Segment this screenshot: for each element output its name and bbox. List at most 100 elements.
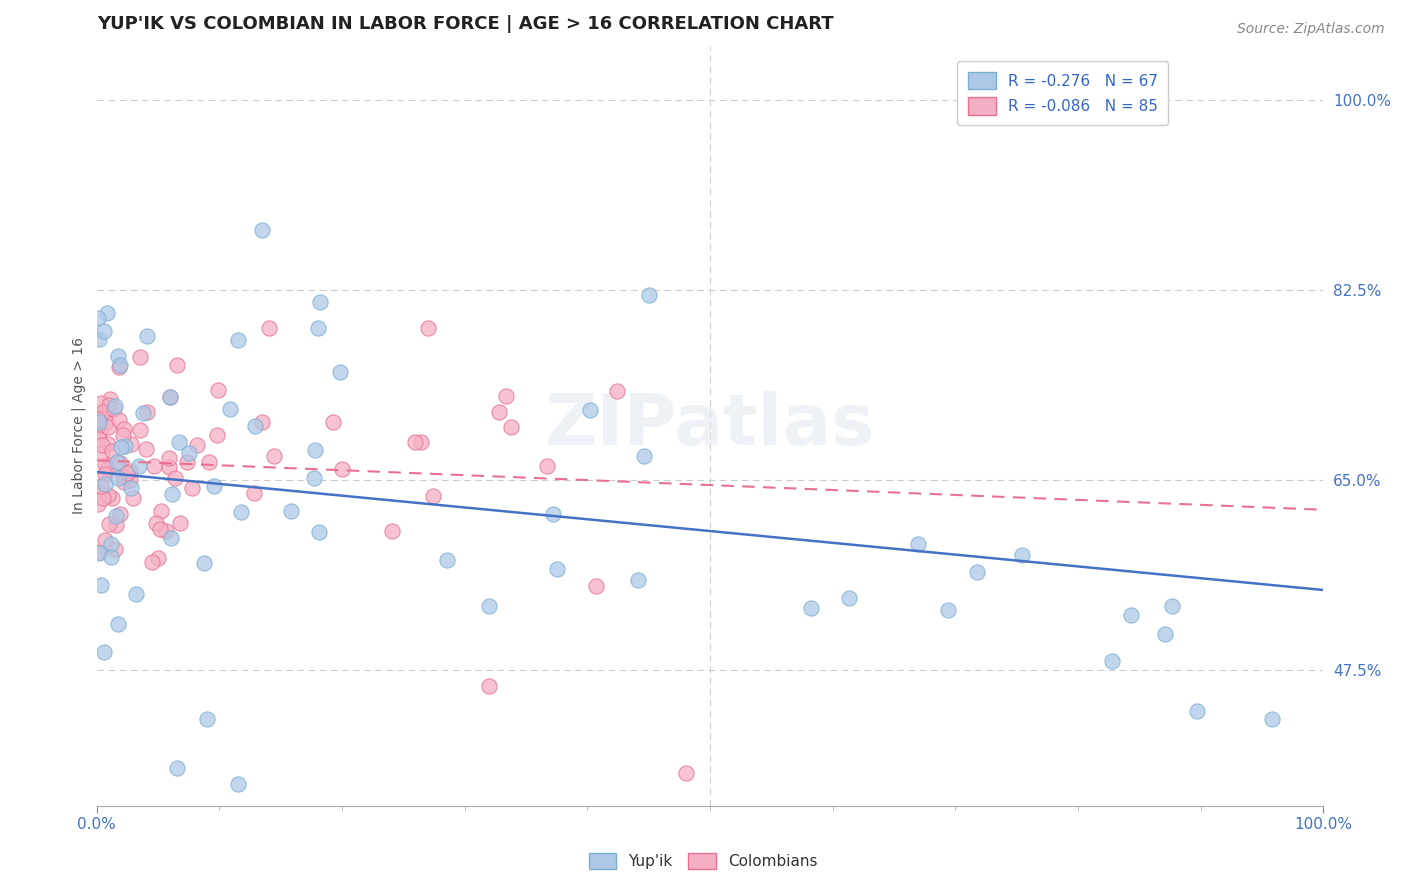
Point <box>87 411 110 425</box>
Point <box>205 428 228 442</box>
Point <box>125 587 148 601</box>
Point <box>108 507 131 521</box>
Point <box>1119 607 1142 622</box>
Point <box>157 459 180 474</box>
Point <box>93 458 115 472</box>
Point <box>308 525 330 540</box>
Point <box>381 524 404 538</box>
Point <box>907 536 929 550</box>
Point <box>110 441 132 455</box>
Point <box>94 477 117 491</box>
Point <box>107 349 129 363</box>
Point <box>627 573 650 587</box>
Point <box>499 419 522 434</box>
Point <box>107 360 129 375</box>
Point <box>104 541 127 556</box>
Point <box>96 306 118 320</box>
Point <box>478 599 501 613</box>
Point <box>800 601 823 615</box>
Point <box>422 489 444 503</box>
Point <box>322 416 344 430</box>
Point <box>280 504 302 518</box>
Point <box>87 310 110 325</box>
Point <box>543 507 565 521</box>
Point <box>250 415 273 429</box>
Point <box>1101 654 1123 668</box>
Point <box>94 533 117 548</box>
Point <box>1185 705 1208 719</box>
Point <box>309 294 332 309</box>
Point <box>195 712 218 726</box>
Point <box>207 384 229 398</box>
Point <box>90 578 112 592</box>
Point <box>87 497 110 511</box>
Point <box>633 449 655 463</box>
Point <box>252 223 274 237</box>
Point <box>104 399 127 413</box>
Point <box>103 401 125 416</box>
Point <box>129 423 152 437</box>
Point <box>107 616 129 631</box>
Point <box>90 479 112 493</box>
Point <box>307 321 329 335</box>
Point <box>89 544 111 558</box>
Point <box>129 351 152 365</box>
Point <box>112 428 135 442</box>
Point <box>245 418 267 433</box>
Point <box>202 479 225 493</box>
Point <box>108 412 131 426</box>
Point <box>546 562 568 576</box>
Point <box>104 518 127 533</box>
Point <box>186 437 208 451</box>
Point <box>93 405 115 419</box>
Point <box>97 436 120 450</box>
Point <box>1160 599 1182 613</box>
Point <box>107 470 129 484</box>
Point <box>536 459 558 474</box>
Legend: Yup'ik, Colombians: Yup'ik, Colombians <box>582 847 824 875</box>
Y-axis label: In Labor Force | Age > 16: In Labor Force | Age > 16 <box>72 337 86 514</box>
Point <box>478 679 501 693</box>
Point <box>117 466 139 480</box>
Point <box>89 415 111 429</box>
Point <box>416 321 439 335</box>
Point <box>257 321 280 335</box>
Point <box>330 462 353 476</box>
Point <box>159 531 181 545</box>
Point <box>132 406 155 420</box>
Point <box>838 591 860 605</box>
Text: YUP'IK VS COLOMBIAN IN LABOR FORCE | AGE > 16 CORRELATION CHART: YUP'IK VS COLOMBIAN IN LABOR FORCE | AGE… <box>97 15 834 33</box>
Point <box>143 459 166 474</box>
Point <box>263 449 285 463</box>
Point <box>108 358 131 372</box>
Point <box>89 546 111 560</box>
Point <box>404 435 426 450</box>
Point <box>135 328 157 343</box>
Point <box>120 481 142 495</box>
Point <box>198 455 221 469</box>
Point <box>112 422 135 436</box>
Point <box>111 468 134 483</box>
Point <box>89 424 111 438</box>
Point <box>91 491 114 505</box>
Point <box>585 579 607 593</box>
Point <box>1154 627 1177 641</box>
Point <box>145 516 167 530</box>
Point <box>122 491 145 505</box>
Point <box>229 505 252 519</box>
Point <box>87 418 110 433</box>
Point <box>120 436 142 450</box>
Point <box>141 555 163 569</box>
Point <box>94 467 117 481</box>
Point <box>1261 712 1284 726</box>
Point <box>166 761 188 775</box>
Point <box>90 445 112 459</box>
Point <box>149 522 172 536</box>
Legend: R = -0.276   N = 67, R = -0.086   N = 85: R = -0.276 N = 67, R = -0.086 N = 85 <box>957 61 1168 125</box>
Point <box>108 456 131 470</box>
Point <box>97 488 120 502</box>
Point <box>177 446 200 460</box>
Point <box>304 443 326 458</box>
Point <box>169 516 191 531</box>
Point <box>120 473 142 487</box>
